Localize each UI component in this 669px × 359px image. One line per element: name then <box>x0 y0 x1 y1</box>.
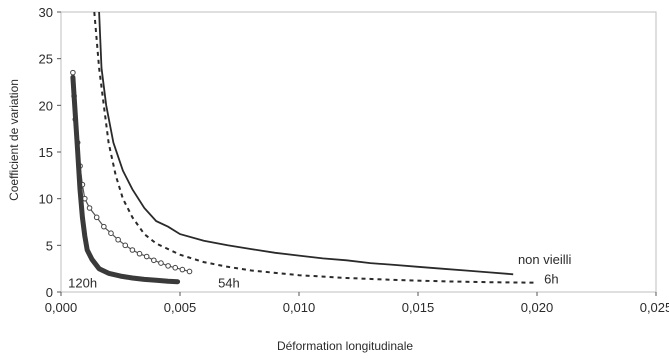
x-tick-label: 0,010 <box>283 300 316 315</box>
y-tick-label: 15 <box>39 145 53 160</box>
x-tick-label: 0,015 <box>402 300 435 315</box>
x-axis: 0,000 0,005 0,010 0,015 0,020 0,025 <box>45 292 669 315</box>
data-point <box>101 223 107 230</box>
y-axis-title: Coefficient de variation <box>7 79 21 201</box>
data-point <box>86 205 93 211</box>
x-axis-title: Déformation longitudinale <box>277 339 413 353</box>
data-point <box>143 253 150 260</box>
data-point <box>93 214 100 221</box>
x-tick-label: 0,000 <box>45 300 78 315</box>
y-tick-label: 30 <box>39 5 53 20</box>
annotation-layer: non vieilli 6h 54h 120h <box>68 252 571 290</box>
data-point <box>70 69 76 76</box>
data-point <box>165 263 171 269</box>
data-point <box>186 268 193 275</box>
data-point <box>158 260 164 266</box>
data-point <box>179 266 186 273</box>
x-tick-label: 0,005 <box>164 300 197 315</box>
y-tick-label: 0 <box>46 285 53 300</box>
data-point <box>108 230 114 236</box>
series-6h-line <box>93 11 538 284</box>
annotation-label: 6h <box>544 272 558 287</box>
x-tick-label: 0,025 <box>640 300 669 315</box>
series-layer <box>70 11 538 285</box>
series-120h-line <box>70 74 181 285</box>
annotation-label: 54h <box>218 275 240 290</box>
annotation-label: 120h <box>68 275 97 290</box>
data-point <box>122 242 129 249</box>
annotation-label: non vieilli <box>518 252 572 267</box>
data-point <box>172 264 179 271</box>
plot-area <box>60 11 657 293</box>
data-point <box>129 247 136 253</box>
y-tick-label: 25 <box>39 52 53 67</box>
y-tick-label: 20 <box>39 98 53 113</box>
data-point <box>136 250 143 257</box>
series-non-vieilli-line <box>98 11 514 276</box>
x-tick-label: 0,020 <box>521 300 554 315</box>
y-tick-label: 5 <box>46 238 53 253</box>
data-point <box>151 257 157 264</box>
y-axis: 0 5 10 15 20 25 30 <box>39 5 61 300</box>
data-point <box>115 236 121 243</box>
y-tick-label: 10 <box>39 192 53 207</box>
